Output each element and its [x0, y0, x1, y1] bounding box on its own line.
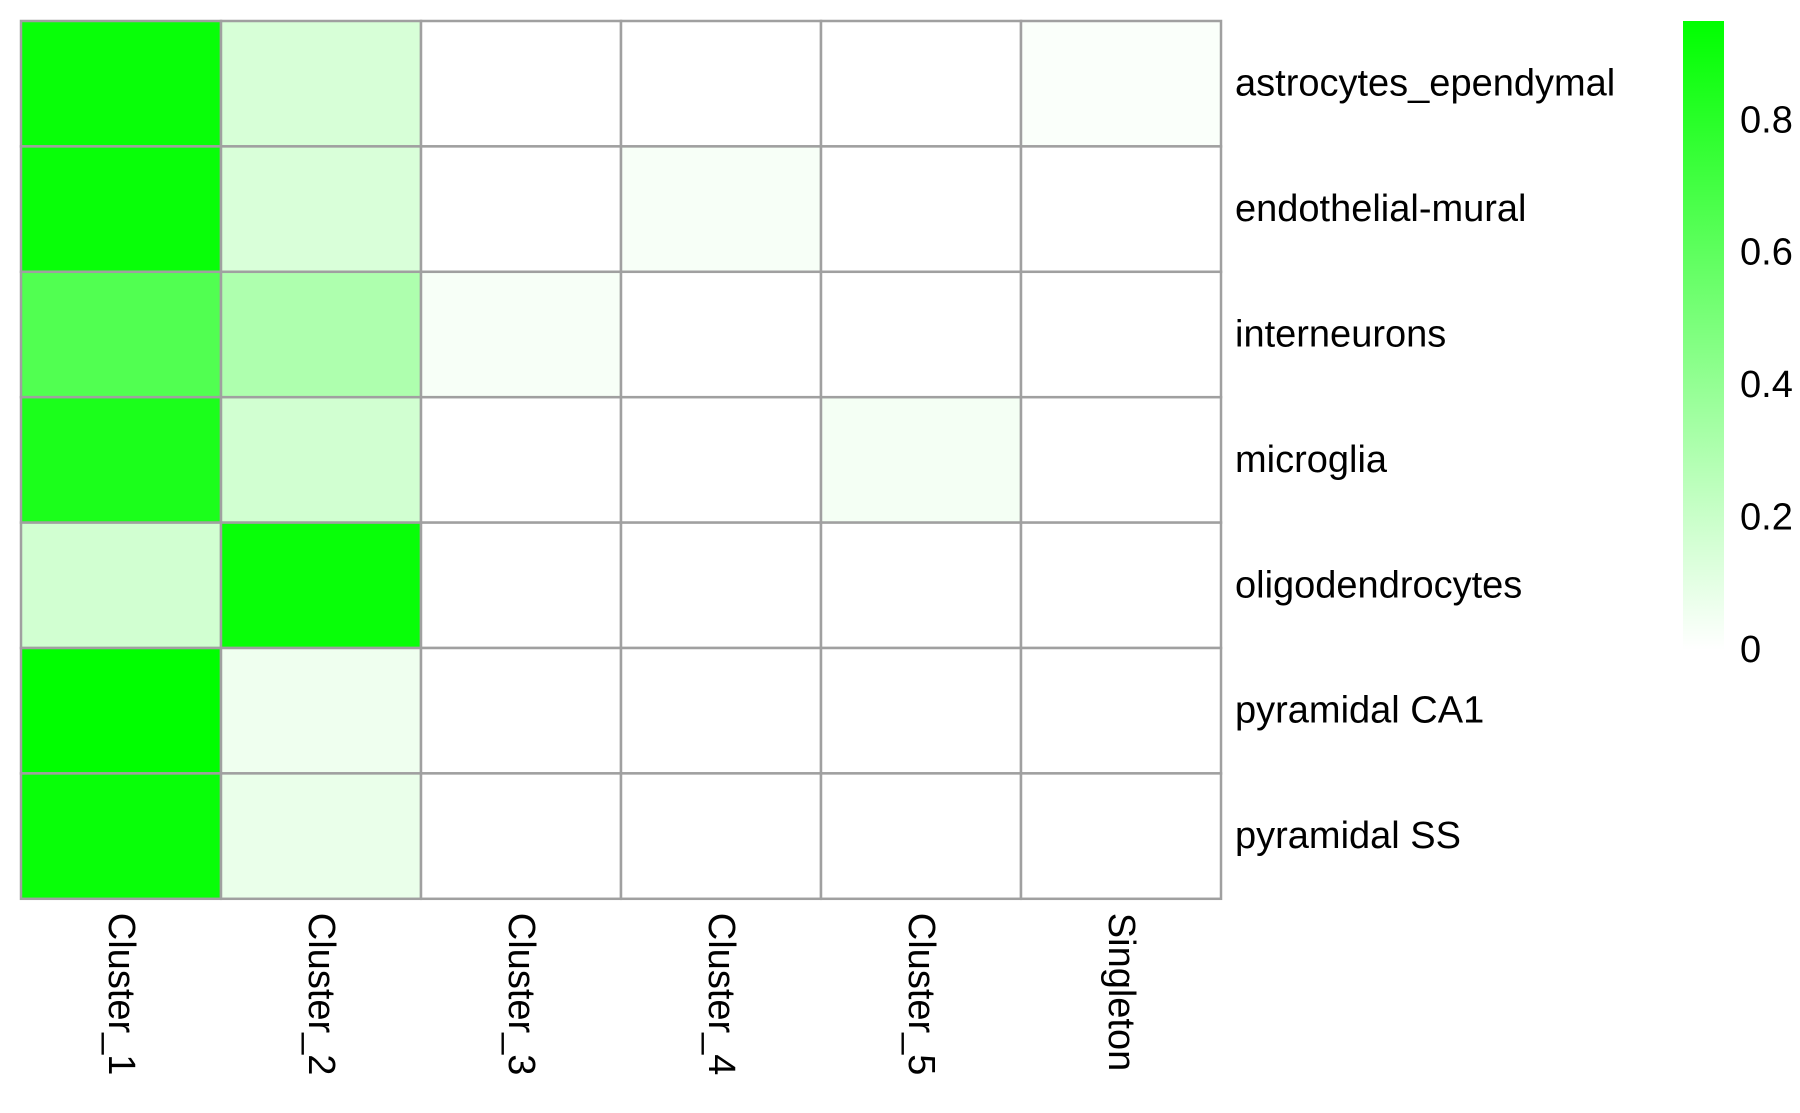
column-label: Singleton	[1100, 913, 1142, 1071]
heatmap-cell	[819, 646, 1023, 775]
heatmap-cell	[619, 145, 823, 274]
heatmap-cell	[1019, 145, 1223, 274]
heatmap-cell	[19, 145, 223, 274]
heatmap-cell	[19, 19, 223, 148]
heatmap-cell	[1019, 19, 1223, 148]
row-label: pyramidal CA1	[1235, 690, 1484, 732]
heatmap-cell	[1019, 270, 1223, 399]
heatmap-cell	[619, 19, 823, 148]
heatmap-cell	[219, 270, 423, 399]
heatmap-cell	[819, 19, 1023, 148]
heatmap-cell	[19, 395, 223, 524]
heatmap-cell	[419, 19, 623, 148]
heatmap-cell	[619, 395, 823, 524]
row-label: pyramidal SS	[1235, 815, 1461, 857]
row-label: interneurons	[1235, 314, 1446, 356]
legend-tick-label: 0.6	[1740, 232, 1793, 274]
heatmap-cell	[1019, 521, 1223, 650]
heatmap-cell	[819, 270, 1023, 399]
heatmap-cell	[19, 772, 223, 901]
legend-tick-label: 0.2	[1740, 497, 1793, 539]
heatmap-cell	[219, 145, 423, 274]
heatmap-cell	[819, 395, 1023, 524]
heatmap-cell	[1019, 772, 1223, 901]
heatmap-cell	[419, 521, 623, 650]
row-label: endothelial-mural	[1235, 188, 1527, 230]
legend-tick-labels: 0 0.2 0.4 0.6 0.8	[1740, 99, 1793, 671]
row-label: microglia	[1235, 439, 1388, 481]
heatmap-cell	[419, 772, 623, 901]
heatmap-cell	[219, 19, 423, 148]
row-labels: astrocytes_ependymal endothelial-mural int…	[1235, 63, 1615, 857]
heatmap-cell	[819, 521, 1023, 650]
row-label: astrocytes_ependymal	[1235, 63, 1615, 105]
heatmap-cell	[619, 521, 823, 650]
heatmap-cell	[19, 646, 223, 775]
column-label: Cluster_3	[500, 913, 542, 1076]
color-legend: 0 0.2 0.4 0.6 0.8	[1683, 21, 1793, 671]
column-label: Cluster_4	[700, 913, 742, 1076]
legend-tick-label: 0.8	[1740, 99, 1793, 141]
heatmap-cell	[619, 270, 823, 399]
heatmap-cell	[419, 270, 623, 399]
heatmap-cell	[19, 521, 223, 650]
heatmap-cell	[1019, 646, 1223, 775]
color-legend-bar	[1683, 21, 1724, 650]
heatmap-cells	[19, 19, 1223, 901]
heatmap-cell	[419, 145, 623, 274]
heatmap-cell	[219, 646, 423, 775]
heatmap-cell	[819, 772, 1023, 901]
heatmap-cell	[19, 270, 223, 399]
heatmap-cell	[619, 646, 823, 775]
heatmap-cell	[219, 395, 423, 524]
column-label: Cluster_1	[100, 913, 142, 1076]
heatmap-cell	[419, 646, 623, 775]
legend-tick-label: 0	[1740, 629, 1761, 671]
heatmap-cell	[819, 145, 1023, 274]
row-label: oligodendrocytes	[1235, 564, 1522, 606]
column-labels: Cluster_1 Cluster_2 Cluster_3 Cluster_4 Clus…	[100, 913, 1142, 1076]
column-label: Cluster_2	[300, 913, 342, 1076]
heatmap-cell	[619, 772, 823, 901]
legend-tick-label: 0.4	[1740, 364, 1793, 406]
heatmap-cell	[219, 521, 423, 650]
heatmap-cell	[219, 772, 423, 901]
heatmap-cell	[419, 395, 623, 524]
column-label: Cluster_5	[900, 913, 942, 1076]
heatmap-cell	[1019, 395, 1223, 524]
